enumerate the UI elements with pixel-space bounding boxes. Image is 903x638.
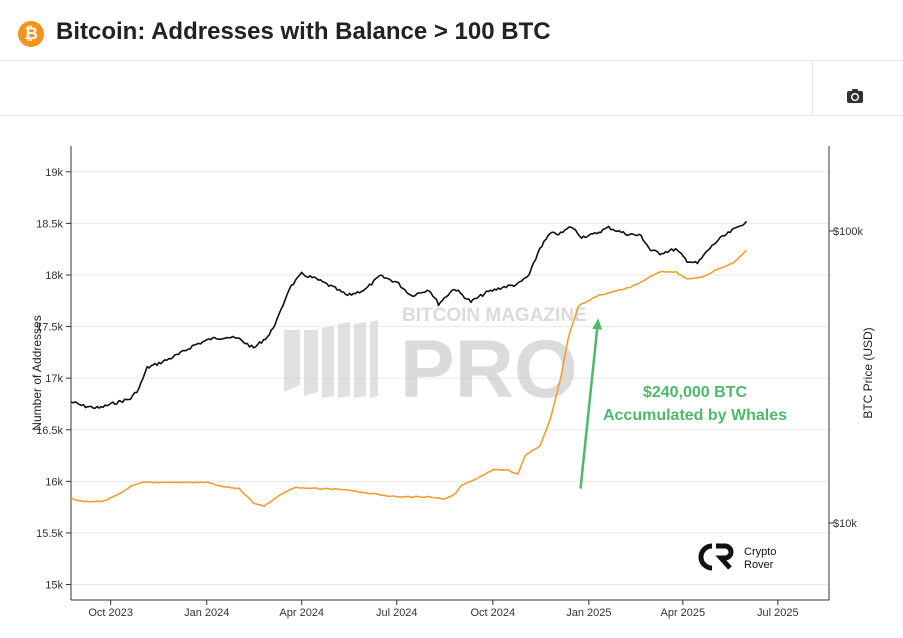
divider: [0, 60, 903, 61]
x-tick-label: Oct 2023: [88, 607, 133, 619]
y-tick-label: 18k: [45, 270, 63, 282]
crypto-rover-brand: Crypto Rover: [698, 543, 776, 571]
plot-frame: [70, 146, 830, 601]
y-axis-label: Number of Addresses: [30, 315, 44, 430]
bitcoin-logo-icon: ₿: [18, 21, 44, 47]
annotation-arrow-head: [592, 318, 603, 330]
y-tick-label: 17.5k: [36, 322, 63, 334]
watermark-bars-icon: [284, 320, 378, 398]
brand-line-1: Crypto: [744, 546, 776, 558]
watermark-top-text: BITCOIN MAGAZINE: [402, 305, 587, 326]
watermark: BITCOIN MAGAZINE PRO: [284, 305, 587, 415]
y-tick-label: 15k: [45, 580, 63, 592]
watermark-main-text: PRO: [400, 324, 578, 415]
x-tick-label: Jul 2025: [757, 607, 799, 619]
y-tick-label: 19k: [45, 167, 63, 179]
price-series-line: [70, 249, 748, 508]
x-tick-label: Apr 2025: [661, 607, 706, 619]
x-tick-label: Apr 2024: [279, 607, 324, 619]
x-axis-ticks: Oct 2023 Jan 2024 Apr 2024 Jul 2024 Oct 2024…: [88, 600, 799, 619]
annotation-arrow: [579, 329, 599, 489]
series-group: [70, 220, 748, 508]
annotation-line-2: Accumulated by Whales: [603, 407, 787, 424]
x-tick-label: Jul 2024: [376, 607, 418, 619]
y2-axis-label: BTC Price (USD): [861, 327, 875, 418]
grid: [71, 171, 829, 586]
y-tick-label: 18.5k: [36, 218, 63, 230]
y-tick-label: 17k: [45, 373, 63, 385]
y-tick-label: 16k: [45, 476, 63, 488]
x-tick-label: Oct 2024: [470, 607, 515, 619]
x-tick-label: Jan 2024: [184, 607, 229, 619]
brand-line-2: Rover: [744, 559, 774, 571]
annotation-line-1: $240,000 BTC: [643, 384, 748, 401]
page-title: Bitcoin: Addresses with Balance > 100 BT…: [56, 18, 551, 45]
toolbar-divider: [812, 60, 813, 115]
crypto-rover-logo-icon: [698, 543, 734, 571]
y2-axis-ticks: $10k $100k: [829, 226, 863, 530]
y-axis-ticks: 15k 15.5k 16k 16.5k 17k 17.5k 18k 18.5k 19k: [36, 167, 71, 592]
y-tick-label: 16.5k: [36, 425, 63, 437]
y2-tick-label: $100k: [833, 226, 863, 238]
y-tick-label: 15.5k: [36, 528, 63, 540]
x-tick-label: Jan 2025: [566, 607, 611, 619]
camera-icon[interactable]: [846, 87, 864, 105]
divider: [0, 115, 903, 116]
y2-tick-label: $10k: [833, 518, 857, 530]
annotation: $240,000 BTC Accumulated by Whales: [579, 318, 787, 489]
chart-header: ₿ Bitcoin: Addresses with Balance > 100 …: [0, 0, 903, 68]
addresses-series-line: [70, 220, 748, 409]
